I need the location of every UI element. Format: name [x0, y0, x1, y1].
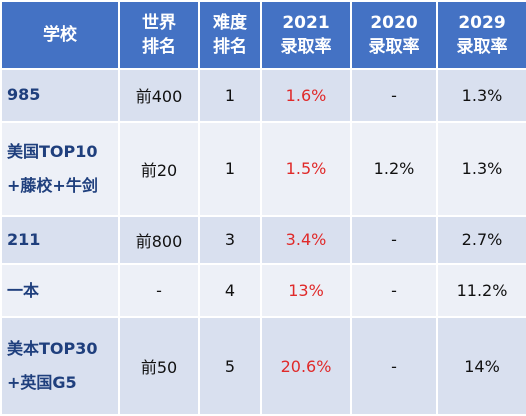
difficulty-rank-cell: 4 — [198, 263, 262, 319]
world-rank-cell: - — [118, 263, 200, 319]
header-rate-2020-year: 2020 — [370, 13, 418, 33]
header-difficulty-rank-line1: 难度 — [213, 13, 247, 33]
school-line1: 美本TOP30 — [7, 339, 98, 359]
header-world-rank: 世界 排名 — [118, 0, 200, 70]
header-school: 学校 — [0, 0, 120, 70]
table-row: 一本 - 4 13% - 11.2% — [0, 263, 526, 319]
school-cell: 一本 — [0, 263, 120, 319]
school-line2: +藤校+牛剑 — [7, 175, 98, 195]
header-rate-2029-label: 录取率 — [456, 37, 508, 57]
rate-2029-cell: 11.2% — [436, 263, 526, 319]
header-rate-2021-label: 录取率 — [280, 37, 332, 57]
rate-2021-cell: 13% — [260, 263, 352, 319]
rate-2029-cell: 1.3% — [436, 120, 526, 217]
difficulty-rank-cell: 5 — [198, 316, 262, 416]
header-rate-2029: 2029 录取率 — [436, 0, 526, 70]
table-row: 985 前400 1 1.6% - 1.3% — [0, 68, 526, 123]
rate-2021-cell: 20.6% — [260, 316, 352, 416]
header-rate-2029-year: 2029 — [458, 13, 506, 33]
rate-2020-cell: 1.2% — [350, 120, 438, 217]
rate-2020-cell: - — [350, 316, 438, 416]
header-rate-2020: 2020 录取率 — [350, 0, 438, 70]
world-rank-cell: 前800 — [118, 214, 200, 266]
table-row: 美本TOP30 +英国G5 前50 5 20.6% - 14% — [0, 316, 526, 416]
rate-2020-cell: - — [350, 214, 438, 266]
difficulty-rank-cell: 1 — [198, 120, 262, 217]
header-row: 学校 世界排名 难度排名 2021 录取率 2020 录取率 2029 录取率 — [0, 0, 526, 70]
world-rank-cell: 前20 — [118, 120, 200, 217]
school-cell: 211 — [0, 214, 120, 266]
school-line1: 美国TOP10 — [7, 141, 98, 161]
world-rank-cell: 前400 — [118, 68, 200, 123]
table-row: 211 前800 3 3.4% - 2.7% — [0, 214, 526, 266]
difficulty-rank-cell: 3 — [198, 214, 262, 266]
header-world-rank-line2: 排名 — [142, 37, 176, 57]
header-world-rank-line1: 世界 — [142, 13, 176, 33]
rate-2029-cell: 14% — [436, 316, 526, 416]
school-cell: 美国TOP10 +藤校+牛剑 — [0, 120, 120, 217]
header-rate-2021: 2021 录取率 — [260, 0, 352, 70]
school-cell: 985 — [0, 68, 120, 123]
header-difficulty-rank-line2: 排名 — [213, 37, 247, 57]
header-difficulty-rank: 难度 排名 — [198, 0, 262, 70]
rate-2020-cell: - — [350, 68, 438, 123]
world-rank-cell: 前50 — [118, 316, 200, 416]
rate-2029-cell: 2.7% — [436, 214, 526, 266]
rate-2020-cell: - — [350, 263, 438, 319]
header-rate-2020-label: 录取率 — [368, 37, 420, 57]
difficulty-rank-cell: 1 — [198, 68, 262, 123]
rate-2029-cell: 1.3% — [436, 68, 526, 123]
rate-2021-cell: 1.6% — [260, 68, 352, 123]
rate-2021-cell: 1.5% — [260, 120, 352, 217]
school-cell: 美本TOP30 +英国G5 — [0, 316, 120, 416]
rate-2021-cell: 3.4% — [260, 214, 352, 266]
table-row: 美国TOP10 +藤校+牛剑 前20 1 1.5% 1.2% 1.3% — [0, 120, 526, 217]
header-rate-2021-year: 2021 — [282, 13, 330, 33]
school-line2: +英国G5 — [7, 373, 77, 393]
